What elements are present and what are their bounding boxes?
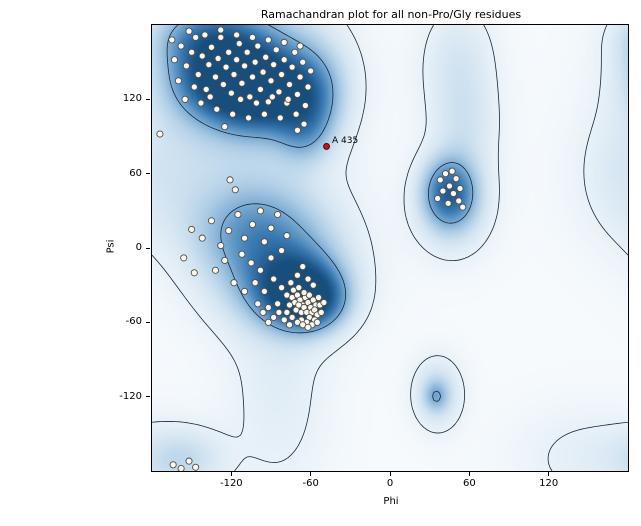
- x-tick-mark: [310, 472, 312, 476]
- x-tick-mark: [468, 472, 470, 476]
- x-tick-label: -60: [302, 478, 319, 489]
- y-tick-label: -60: [125, 316, 142, 328]
- x-tick-label: 120: [539, 478, 559, 489]
- y-tick-mark: [146, 396, 150, 398]
- y-tick-label: 60: [129, 167, 142, 179]
- y-tick-mark: [146, 321, 150, 323]
- y-tick-mark: [146, 247, 150, 249]
- plot-area: [151, 24, 629, 472]
- x-axis-label: Phi: [383, 496, 399, 507]
- x-tick-mark: [230, 472, 232, 476]
- chart-title: Ramachandran plot for all non-Pro/Gly re…: [260, 8, 522, 21]
- y-tick-label: 0: [135, 242, 142, 253]
- x-tick-label: 0: [386, 478, 394, 489]
- ramachandran-canvas: [152, 25, 628, 471]
- x-tick-label: -120: [219, 478, 243, 489]
- y-tick-mark: [146, 98, 150, 100]
- x-tick-mark: [389, 472, 391, 476]
- x-tick-mark: [548, 472, 550, 476]
- y-tick-mark: [146, 173, 150, 175]
- x-tick-label: 60: [462, 478, 476, 489]
- y-tick-label: 120: [122, 93, 142, 105]
- y-tick-label: -120: [119, 390, 142, 402]
